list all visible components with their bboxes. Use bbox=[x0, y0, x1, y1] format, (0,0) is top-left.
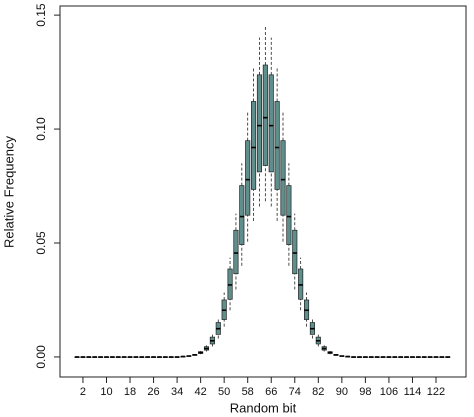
x-tick-label: 10 bbox=[100, 386, 112, 398]
x-axis-title: Random bit bbox=[230, 400, 297, 415]
x-tick-label: 98 bbox=[359, 386, 371, 398]
x-tick-label: 114 bbox=[404, 386, 422, 398]
x-tick-label: 26 bbox=[147, 386, 159, 398]
box bbox=[245, 140, 251, 216]
x-tick-label: 90 bbox=[336, 386, 348, 398]
y-tick-label: 0.10 bbox=[34, 117, 48, 141]
y-axis-title: Relative Frequency bbox=[1, 136, 16, 248]
x-tick-label: 58 bbox=[242, 386, 254, 398]
x-tick-label: 122 bbox=[427, 386, 445, 398]
x-tick-label: 82 bbox=[312, 386, 324, 398]
box bbox=[280, 140, 286, 216]
box bbox=[239, 185, 245, 245]
box bbox=[292, 229, 298, 275]
x-tick-label: 74 bbox=[289, 386, 301, 398]
box bbox=[256, 74, 263, 173]
x-tick-label: 42 bbox=[195, 386, 207, 398]
y-tick-label: 0.00 bbox=[34, 345, 48, 369]
y-tick-label: 0.05 bbox=[34, 231, 48, 255]
x-tick-label: 66 bbox=[265, 386, 277, 398]
box bbox=[268, 74, 274, 173]
box bbox=[251, 101, 257, 190]
y-tick-label: 0.15 bbox=[34, 3, 48, 27]
box bbox=[233, 229, 239, 275]
x-tick-label: 50 bbox=[218, 386, 230, 398]
x-tick-label: 2 bbox=[80, 386, 86, 398]
x-tick-label: 34 bbox=[171, 386, 183, 398]
x-tick-label: 18 bbox=[124, 386, 136, 398]
plot-frame bbox=[59, 5, 467, 378]
box bbox=[274, 101, 280, 190]
x-tick-label: 106 bbox=[380, 386, 398, 398]
box bbox=[262, 64, 268, 166]
box bbox=[286, 185, 292, 245]
